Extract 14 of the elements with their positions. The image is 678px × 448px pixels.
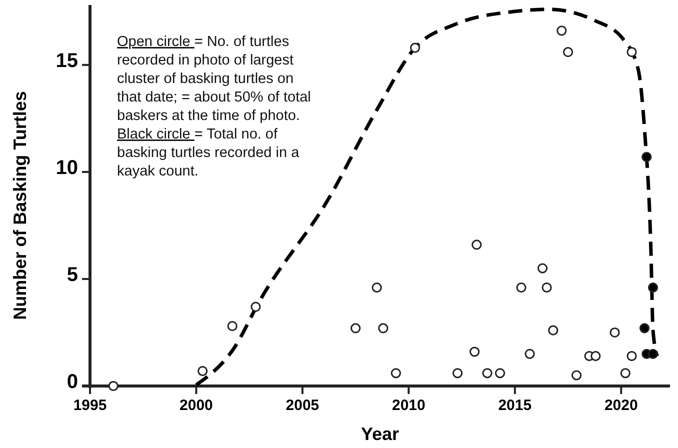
y-tick-label: 15 [56, 50, 78, 72]
x-tick-label: 2020 [604, 397, 638, 414]
x-axis-title: Year [360, 424, 400, 444]
y-tick-label: 10 [56, 156, 78, 179]
x-tick-label: 2010 [392, 397, 426, 414]
annotation: Black circle = Total no. of basking turtles recorded in a kayak count. [117, 126, 300, 180]
x-tick-label: 2000 [180, 397, 213, 414]
x-tick-label: 1995 [73, 397, 107, 414]
y-axis-title: Number of Basking Turtles [10, 91, 30, 320]
x-tick-label: 2015 [498, 397, 532, 414]
x-tick-label: 2005 [286, 397, 320, 414]
y-tick-label: 5 [66, 264, 78, 286]
annotation: Open circle = No. of turtles recorded in photo of largest cluster of basking turtles on that date; = about 50% of total baskers at the time of photo. [117, 34, 311, 124]
y-tick-label: 0 [66, 371, 78, 393]
